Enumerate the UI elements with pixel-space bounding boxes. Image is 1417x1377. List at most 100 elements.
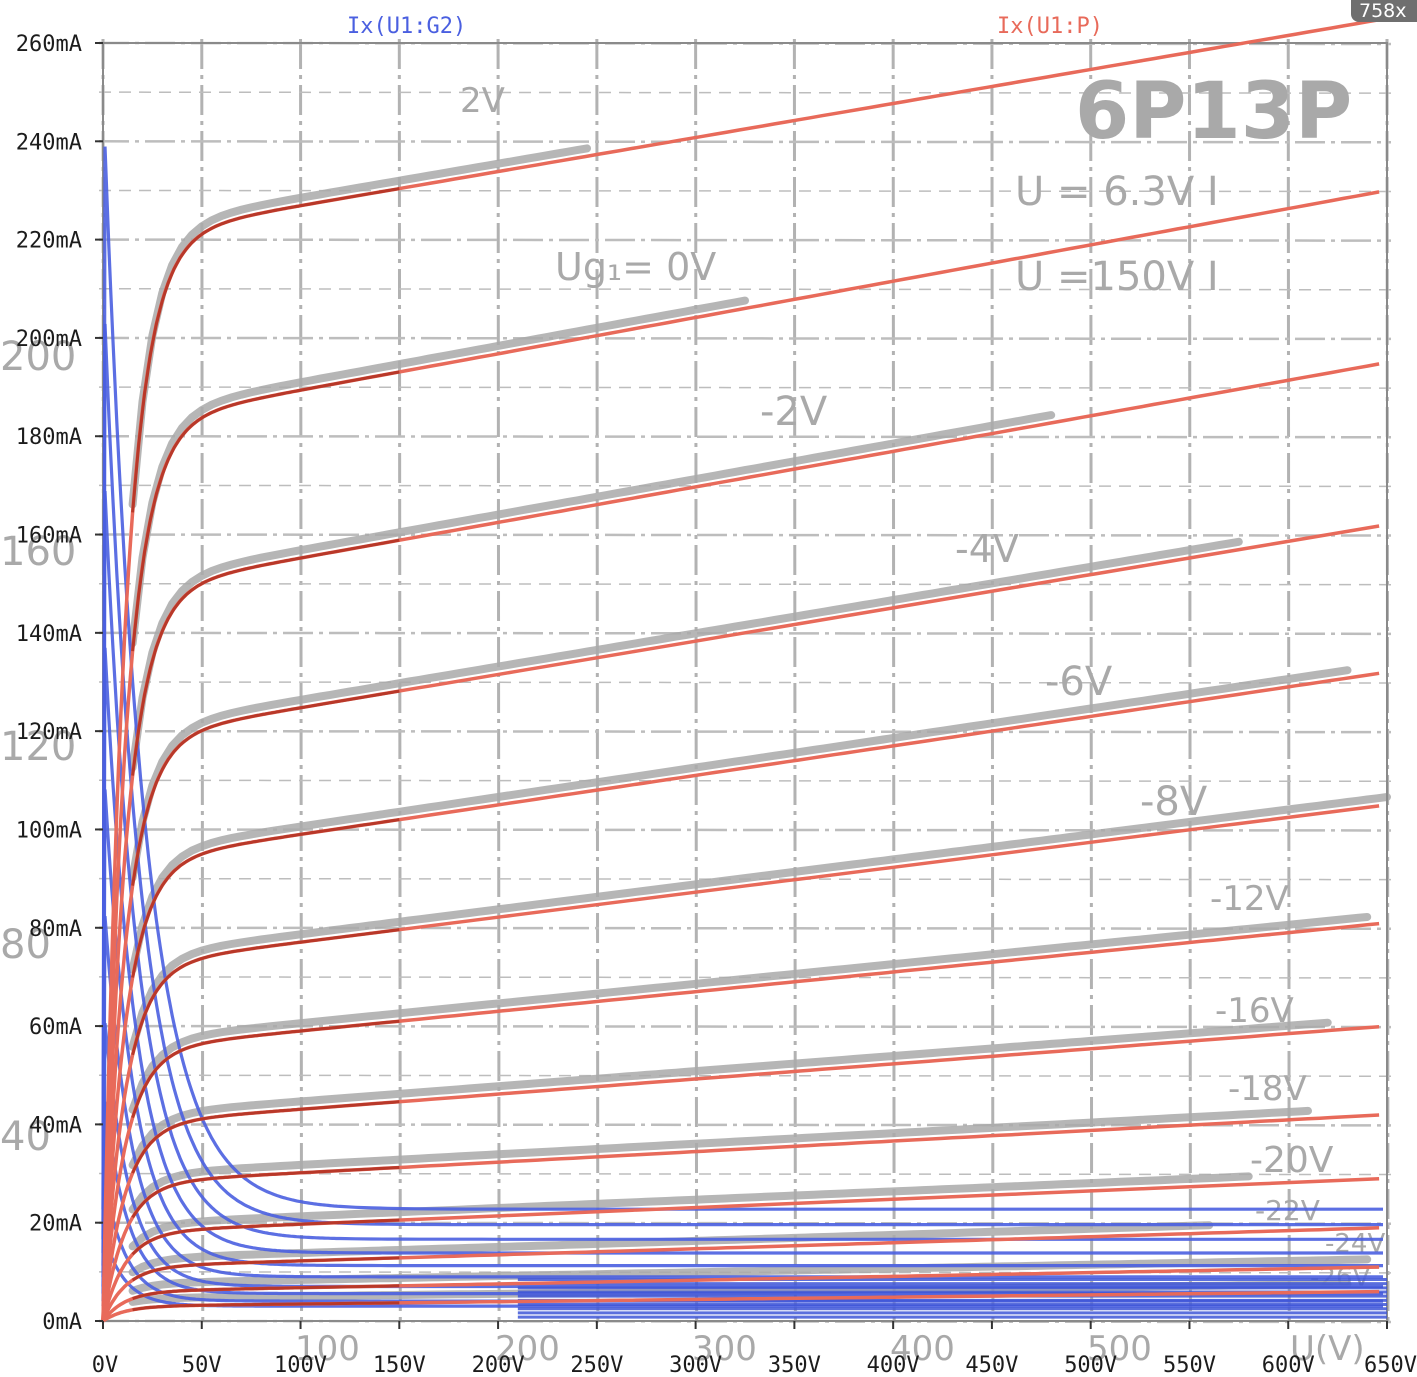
x-tick-label: 150V xyxy=(373,1353,426,1377)
screen-current-curve xyxy=(101,491,1383,1241)
screen-current-curve xyxy=(101,146,1383,1211)
scan-grid-hline xyxy=(98,189,1392,193)
scan-curve xyxy=(128,1255,1372,1295)
scan-curve xyxy=(128,537,1243,882)
scan-grid-hline xyxy=(98,386,1392,389)
zoom-badge: 758x xyxy=(1351,0,1417,22)
y-tick-label: 160mA xyxy=(16,524,82,549)
screen-current-curve xyxy=(101,647,1383,1255)
scan-grid-vline xyxy=(496,38,501,1326)
scan-curve-label: -4V xyxy=(955,527,1019,571)
scan-x-mark: 400 xyxy=(890,1329,955,1369)
scan-grid-hline xyxy=(98,1172,1392,1176)
plate-current-curve xyxy=(101,190,1380,1322)
scan-axis-marks: 100 200 300 400 500 U(V) 200 160 120 80 40 xyxy=(0,334,1365,1369)
plate-current-curve xyxy=(101,804,1380,1322)
scan-curve xyxy=(128,1106,1312,1214)
screen-current-curve xyxy=(101,1101,1383,1296)
y-tick-label: 200mA xyxy=(16,327,82,352)
plate-current-overlay xyxy=(131,928,400,1056)
scan-x-mark: U(V) xyxy=(1290,1329,1365,1369)
plate-current-overlay xyxy=(131,1256,400,1282)
scan-y-mark: 160 xyxy=(0,529,76,575)
x-tick-label: 400V xyxy=(867,1353,920,1377)
screen-current-curve xyxy=(101,789,1383,1268)
y-tick-label: 40mA xyxy=(29,1113,82,1138)
y-tick-label: 120mA xyxy=(16,720,82,745)
scan-grid-hline xyxy=(98,434,1392,439)
legend-plate-current: Ix(U1:P) xyxy=(997,14,1103,39)
scan-grid-hline xyxy=(98,729,1392,734)
scan-curve xyxy=(128,296,749,648)
plate-current-overlay xyxy=(132,1284,400,1301)
scan-x-mark: 300 xyxy=(692,1329,757,1369)
scan-curve-label: Ug₁= 0V xyxy=(555,245,716,289)
plate-current-overlay xyxy=(131,1166,400,1219)
y-tick-label: 140mA xyxy=(16,622,82,647)
plate-current-overlay xyxy=(131,370,400,652)
scan-grid-hline xyxy=(98,288,1392,291)
scan-grid-hline xyxy=(98,926,1392,931)
scan-tube-name: 6P13P xyxy=(1075,67,1352,157)
scan-curve xyxy=(128,666,1352,974)
x-tick-label: 600V xyxy=(1262,1353,1315,1377)
scan-grid-hline xyxy=(98,336,1392,341)
scan-grid-vline xyxy=(1089,38,1094,1326)
scan-y-mark: 200 xyxy=(0,334,76,380)
screen-current-curve xyxy=(101,323,1383,1227)
scan-y-mark: 80 xyxy=(0,922,51,968)
y-tick-label: 260mA xyxy=(16,32,82,57)
scan-curve-label: -20V xyxy=(1250,1140,1334,1181)
scan-curve xyxy=(128,1018,1332,1170)
x-tick-label: 50V xyxy=(182,1353,222,1377)
scan-y-mark: 40 xyxy=(0,1114,51,1160)
y-tick-label: 0mA xyxy=(42,1310,82,1335)
scan-curves xyxy=(128,144,1391,1306)
plate-current-overlay xyxy=(132,1301,400,1312)
y-axis-ticks: 0mA 20mA 40mA 60mA 80mA 100mA 120mA 140mA 160mA 1… xyxy=(16,32,103,1335)
y-tick-label: 100mA xyxy=(16,818,82,843)
scan-heater-label: U = 6.3V I xyxy=(1015,169,1219,215)
scan-grid-hline xyxy=(98,238,1392,242)
plate-current-overlay xyxy=(131,1100,400,1174)
scan-grid xyxy=(98,38,1392,1326)
scan-grid-hline xyxy=(98,140,1392,144)
x-axis-ticks: 0V 50V 100V 150V 200V 250V 300V 350V 400V 450V 500… xyxy=(92,1321,1417,1377)
plate-current-overlay xyxy=(131,187,400,513)
scan-grid-hline xyxy=(98,484,1392,488)
scan-x-mark: 100 xyxy=(295,1329,360,1369)
scan-grid-hline xyxy=(98,681,1392,684)
scan-grid-vline xyxy=(397,38,402,1326)
x-tick-label: 0V xyxy=(92,1353,119,1377)
scan-curve-label: 2V xyxy=(460,81,505,121)
scan-grid-vline xyxy=(792,38,797,1326)
scan-grid-vline xyxy=(694,38,699,1326)
scan-curve-label: -6V xyxy=(1045,659,1113,705)
x-tick-label: 100V xyxy=(274,1353,327,1377)
scan-curve-label: -8V xyxy=(1140,779,1208,825)
scan-curve xyxy=(128,1172,1253,1251)
plate-current-overlay xyxy=(131,1218,400,1256)
scan-grid-vline xyxy=(1187,38,1192,1326)
y-tick-label: 180mA xyxy=(16,425,82,450)
scan-grid-hline xyxy=(98,1024,1392,1029)
x-tick-label: 550V xyxy=(1163,1353,1216,1377)
x-tick-label: 350V xyxy=(768,1353,821,1377)
plate-current-overlay xyxy=(131,818,400,978)
y-tick-label: 80mA xyxy=(29,917,82,942)
scan-curve-label: -2V xyxy=(760,389,828,435)
plate-current-overlay xyxy=(131,538,400,776)
scan-x-mark: 500 xyxy=(1087,1329,1152,1369)
scan-curve xyxy=(128,793,1391,1051)
x-tick-label: 250V xyxy=(570,1353,623,1377)
scan-grid-hline xyxy=(98,779,1392,783)
scan-curve xyxy=(128,144,591,509)
scan-x-mark: 200 xyxy=(495,1329,560,1369)
scan-text: 6P13P U = 6.3V I U =150V I 2V Ug₁= 0V -2V -… xyxy=(0,67,1385,1369)
scan-curve xyxy=(128,913,1372,1114)
x-tick-label: 450V xyxy=(965,1353,1018,1377)
x-tick-label: 650V xyxy=(1364,1353,1417,1377)
plate-current-overlay xyxy=(131,689,400,886)
scan-screen-label: U =150V I xyxy=(1015,254,1219,300)
